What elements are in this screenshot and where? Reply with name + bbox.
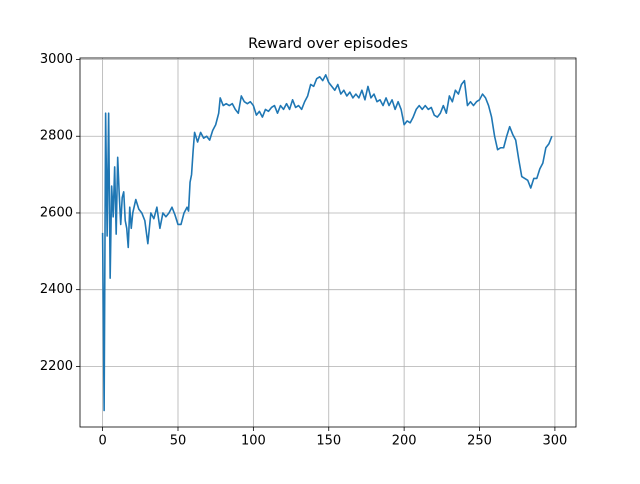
x-tick-label: 0 xyxy=(98,434,106,449)
x-tick-label: 100 xyxy=(241,434,266,449)
y-tick-label: 2800 xyxy=(40,129,73,144)
x-tick-label: 50 xyxy=(170,434,187,449)
y-tick-label: 2600 xyxy=(40,205,73,220)
plot-frame xyxy=(79,57,577,428)
x-tick-label: 200 xyxy=(392,434,417,449)
chart-title: Reward over episodes xyxy=(248,36,408,52)
x-tick-label: 250 xyxy=(467,434,492,449)
y-tick-label: 2200 xyxy=(40,359,73,374)
x-tick-label: 150 xyxy=(316,434,341,449)
y-tick-label: 3000 xyxy=(40,52,73,67)
x-tick-label: 300 xyxy=(542,434,567,449)
y-tick-label: 2400 xyxy=(40,282,73,297)
data-line xyxy=(101,74,553,412)
